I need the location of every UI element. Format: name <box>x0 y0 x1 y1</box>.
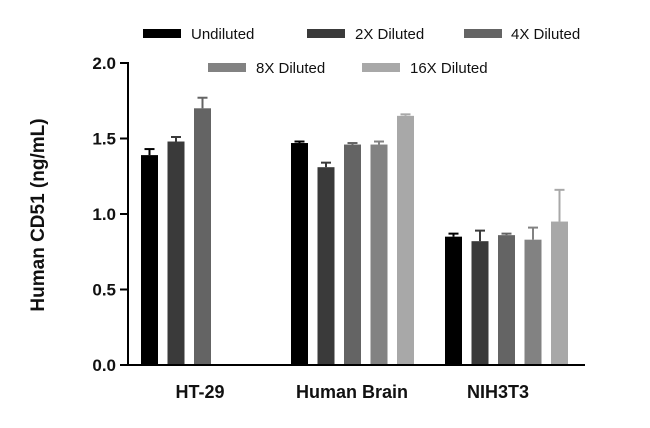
bar <box>141 155 158 365</box>
legend-label: Undiluted <box>191 26 254 43</box>
bar <box>471 241 489 365</box>
legend-label: 2X Diluted <box>355 26 424 43</box>
legend-label: 16X Diluted <box>410 60 488 77</box>
x-tick-label: Human Brain <box>296 382 408 402</box>
y-tick-label: 0.0 <box>92 356 116 375</box>
bar <box>344 144 361 365</box>
bar <box>551 221 568 365</box>
y-tick-label: 1.0 <box>92 205 116 224</box>
legend: Undiluted 2X Diluted 4X Diluted 8X Diluted 1… <box>143 26 580 77</box>
bar <box>167 141 185 365</box>
legend-swatch <box>143 29 181 38</box>
bar <box>317 167 335 365</box>
x-tick-label: NIH3T3 <box>467 382 529 402</box>
bar <box>445 236 462 365</box>
legend-swatch <box>464 29 502 38</box>
bars-group <box>141 96 568 366</box>
y-tick-label: 1.5 <box>92 130 116 149</box>
legend-label: 4X Diluted <box>511 26 580 43</box>
y-axis-title: Human CD51 (ng/mL) <box>28 118 49 311</box>
legend-label: 8X Diluted <box>256 60 325 77</box>
bar <box>194 108 211 366</box>
bar <box>370 144 388 365</box>
y-tick-label: 0.5 <box>92 281 116 300</box>
bar <box>498 235 515 365</box>
legend-swatch <box>208 63 246 72</box>
legend-swatch <box>307 29 345 38</box>
bar <box>291 143 308 365</box>
bar <box>524 239 542 365</box>
axes: 0.0 0.5 1.0 1.5 2.0 HT-29 Human Brain NIH3T3 <box>92 54 585 402</box>
x-tick-label: HT-29 <box>175 382 224 402</box>
bar <box>397 115 414 365</box>
legend-swatch <box>362 63 400 72</box>
y-tick-label: 2.0 <box>92 54 116 73</box>
